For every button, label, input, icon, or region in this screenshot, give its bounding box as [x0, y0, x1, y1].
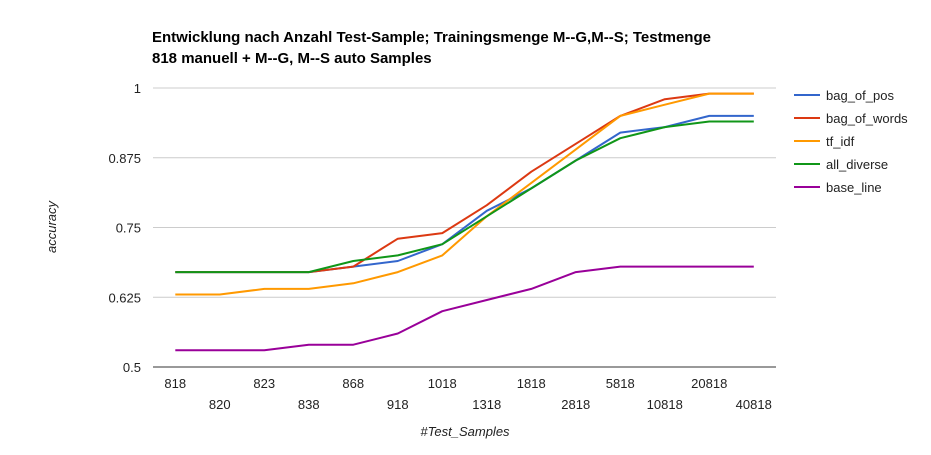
- legend-label: base_line: [826, 180, 882, 195]
- legend-label: tf_idf: [826, 134, 855, 149]
- legend-label: bag_of_pos: [826, 88, 894, 103]
- legend-label: all_diverse: [826, 157, 888, 172]
- x-axis-ticks: 818 820 823 838 868 918 1018 1318 1818 2818 5818 10…: [164, 376, 771, 412]
- x-axis-title: #Test_Samples: [420, 424, 510, 439]
- x-tick-label: 823: [253, 376, 275, 391]
- x-tick-label: 40818: [736, 397, 772, 412]
- chart-title-line-2: 818 manuell + M--G, M--S auto Samples: [152, 50, 432, 67]
- series-line-base_line: [175, 265, 754, 352]
- series-line-bag_of_words: [175, 92, 754, 274]
- y-tick-label: 0.5: [123, 360, 141, 375]
- x-tick-label: 20818: [691, 376, 727, 391]
- x-tick-label: 2818: [561, 397, 590, 412]
- x-tick-label: 1018: [428, 376, 457, 391]
- legend-label: bag_of_words: [826, 111, 908, 126]
- x-tick-label: 820: [209, 397, 231, 412]
- y-axis-ticks: 0.5 0.625 0.75 0.875 1: [108, 81, 141, 375]
- x-tick-label: 1318: [472, 397, 501, 412]
- series-lines: [175, 92, 754, 352]
- series-line-tf_idf: [175, 92, 754, 296]
- x-tick-label: 918: [387, 397, 409, 412]
- series-line-all_diverse: [175, 120, 754, 274]
- chart-title-line-1: Entwicklung nach Anzahl Test-Sample; Tra…: [152, 29, 711, 46]
- legend: bag_of_pos bag_of_words tf_idf all_diverseb…: [794, 88, 908, 195]
- x-tick-label: 868: [342, 376, 364, 391]
- y-tick-label: 0.75: [116, 221, 141, 236]
- y-axis-title: accuracy: [44, 199, 59, 253]
- y-tick-label: 0.875: [108, 151, 141, 166]
- x-tick-label: 818: [164, 376, 186, 391]
- x-tick-label: 5818: [606, 376, 635, 391]
- x-tick-label: 838: [298, 397, 320, 412]
- x-tick-label: 1818: [517, 376, 546, 391]
- x-tick-label: 10818: [647, 397, 683, 412]
- y-tick-label: 1: [134, 81, 141, 96]
- series-line-bag_of_pos: [175, 114, 754, 274]
- y-tick-label: 0.625: [108, 290, 141, 305]
